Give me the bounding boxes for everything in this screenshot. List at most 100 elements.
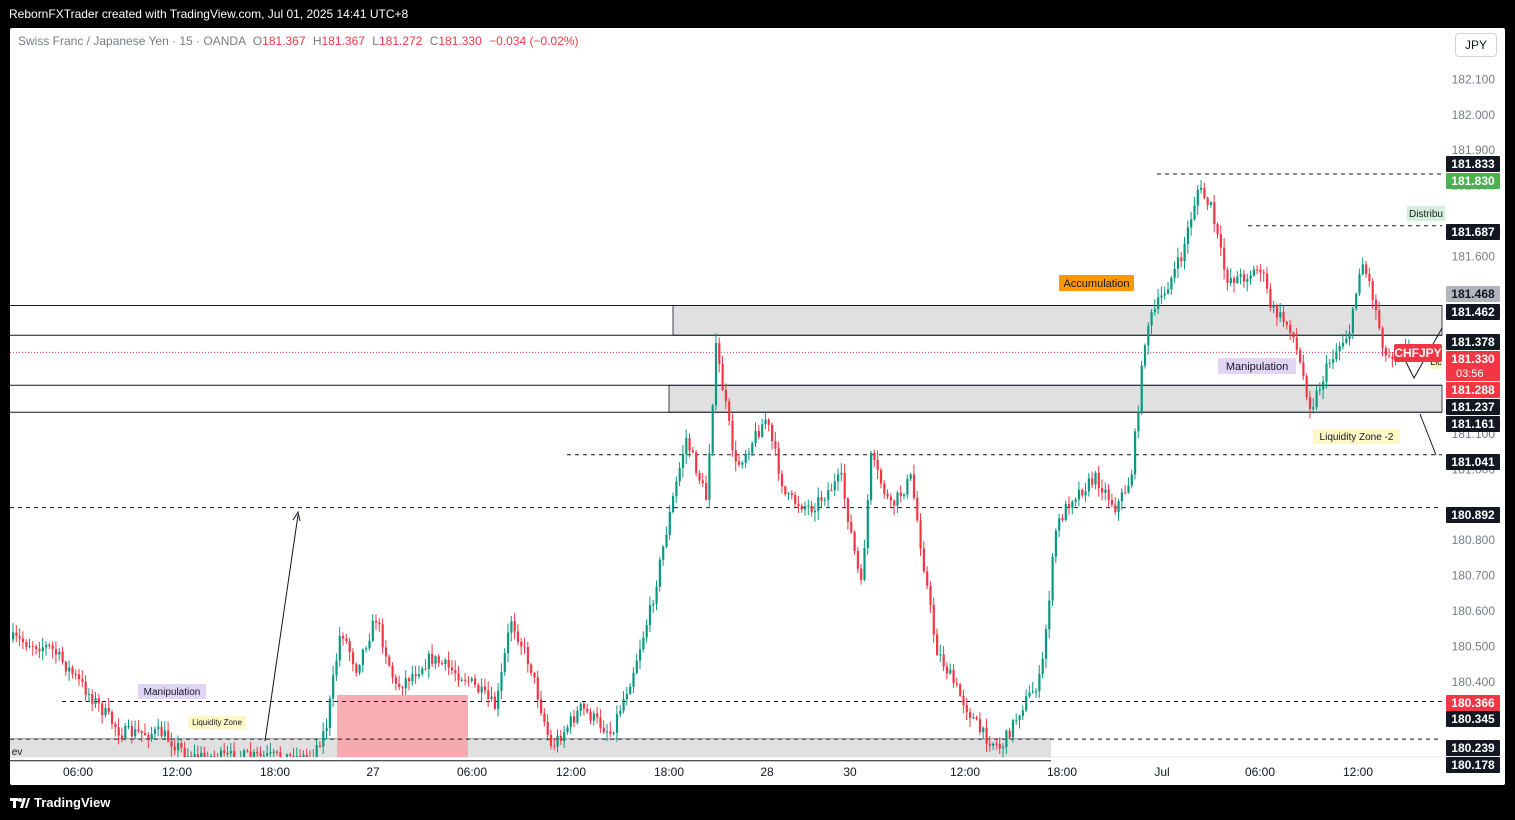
candle-body[interactable]	[615, 714, 619, 733]
candle-body[interactable]	[213, 756, 216, 757]
candle-body[interactable]	[117, 727, 120, 736]
candle-body[interactable]	[573, 716, 576, 723]
candle-body[interactable]	[536, 677, 539, 700]
candle-body[interactable]	[612, 732, 615, 734]
candle-body[interactable]	[609, 731, 612, 734]
candle-body[interactable]	[355, 664, 358, 673]
candle-body[interactable]	[566, 727, 569, 732]
candle-body[interactable]	[903, 494, 906, 497]
candle-body[interactable]	[41, 647, 44, 652]
candle-body[interactable]	[1176, 257, 1180, 269]
candle-body[interactable]	[830, 490, 833, 492]
candle-body[interactable]	[1104, 489, 1107, 493]
candle-body[interactable]	[530, 664, 533, 674]
candle-body[interactable]	[388, 656, 391, 666]
candle-body[interactable]	[1180, 257, 1183, 261]
candle-body[interactable]	[421, 668, 424, 675]
candle-body[interactable]	[101, 703, 104, 716]
candle-body[interactable]	[196, 754, 199, 758]
candle-body[interactable]	[289, 754, 292, 756]
candle-body[interactable]	[368, 640, 371, 649]
candle-body[interactable]	[1163, 293, 1166, 296]
candle-body[interactable]	[1338, 346, 1341, 352]
candle-body[interactable]	[74, 673, 77, 675]
candle-body[interactable]	[1348, 333, 1351, 339]
candle-body[interactable]	[87, 693, 91, 695]
candle-body[interactable]	[1203, 187, 1206, 199]
candle-body[interactable]	[1097, 472, 1100, 489]
candle-body[interactable]	[1130, 474, 1133, 486]
candle-body[interactable]	[477, 684, 480, 693]
candle-body[interactable]	[1246, 279, 1249, 282]
candle-body[interactable]	[520, 641, 523, 647]
candle-body[interactable]	[365, 648, 368, 650]
candle-body[interactable]	[655, 586, 658, 604]
candle-body[interactable]	[1209, 202, 1213, 206]
candle-body[interactable]	[1058, 518, 1061, 531]
candle-body[interactable]	[827, 490, 830, 500]
candle-body[interactable]	[411, 674, 414, 682]
candle-body[interactable]	[975, 717, 978, 720]
candle-body[interactable]	[675, 481, 678, 497]
candle-body[interactable]	[1374, 299, 1378, 311]
candle-body[interactable]	[210, 756, 213, 763]
candle-body[interactable]	[18, 636, 21, 639]
candle-body[interactable]	[1302, 362, 1305, 377]
candle-body[interactable]	[823, 499, 826, 501]
candle-body[interactable]	[127, 726, 130, 728]
candle-body[interactable]	[81, 679, 84, 682]
candle-body[interactable]	[840, 472, 843, 475]
price-axis-label[interactable]	[1446, 351, 1500, 381]
candle-body[interactable]	[790, 493, 793, 495]
candle-body[interactable]	[1002, 747, 1005, 749]
candle-body[interactable]	[1005, 730, 1008, 748]
candle-body[interactable]	[1229, 278, 1232, 283]
candle-body[interactable]	[777, 448, 780, 474]
candle-body[interactable]	[856, 551, 859, 569]
candle-body[interactable]	[625, 693, 628, 700]
candle-body[interactable]	[602, 727, 605, 733]
candle-body[interactable]	[1236, 276, 1239, 283]
candle-body[interactable]	[837, 474, 840, 482]
candle-body[interactable]	[721, 364, 724, 390]
price-axis-label[interactable]	[1446, 416, 1500, 432]
candle-body[interactable]	[315, 745, 318, 758]
candle-body[interactable]	[589, 711, 592, 721]
candle-body[interactable]	[698, 473, 701, 481]
currency-button[interactable]: JPY	[1454, 33, 1497, 57]
candle-body[interactable]	[200, 752, 203, 759]
candle-body[interactable]	[1147, 325, 1150, 346]
candle-body[interactable]	[1094, 472, 1097, 485]
candle-body[interactable]	[648, 605, 652, 626]
candle-body[interactable]	[84, 681, 87, 695]
candle-body[interactable]	[1140, 365, 1143, 412]
candle-body[interactable]	[408, 678, 411, 682]
candle-body[interactable]	[335, 660, 338, 676]
candle-body[interactable]	[747, 453, 751, 455]
candle-body[interactable]	[1249, 275, 1252, 280]
candle-body[interactable]	[1292, 332, 1295, 338]
candle-body[interactable]	[21, 638, 25, 643]
candle-body[interactable]	[784, 486, 787, 495]
candle-body[interactable]	[969, 712, 972, 718]
candle-body[interactable]	[54, 648, 58, 655]
candle-body[interactable]	[549, 734, 553, 746]
candle-body[interactable]	[474, 678, 477, 685]
candle-body[interactable]	[338, 635, 341, 661]
candle-body[interactable]	[629, 686, 632, 694]
candle-body[interactable]	[358, 665, 361, 673]
candle-body[interactable]	[1153, 309, 1156, 313]
candle-body[interactable]	[899, 492, 902, 497]
candle-body[interactable]	[691, 450, 694, 453]
candle-body[interactable]	[1196, 189, 1199, 206]
candle-body[interactable]	[582, 703, 586, 709]
candle-body[interactable]	[381, 624, 384, 648]
candle-body[interactable]	[500, 672, 503, 691]
candle-body[interactable]	[774, 441, 777, 449]
candle-body[interactable]	[1272, 305, 1275, 308]
candle-body[interactable]	[870, 452, 873, 501]
candle-body[interactable]	[1282, 312, 1285, 322]
price-axis-label[interactable]	[1446, 286, 1500, 302]
candle-body[interactable]	[619, 710, 622, 715]
ticker-tag[interactable]	[1394, 344, 1442, 362]
